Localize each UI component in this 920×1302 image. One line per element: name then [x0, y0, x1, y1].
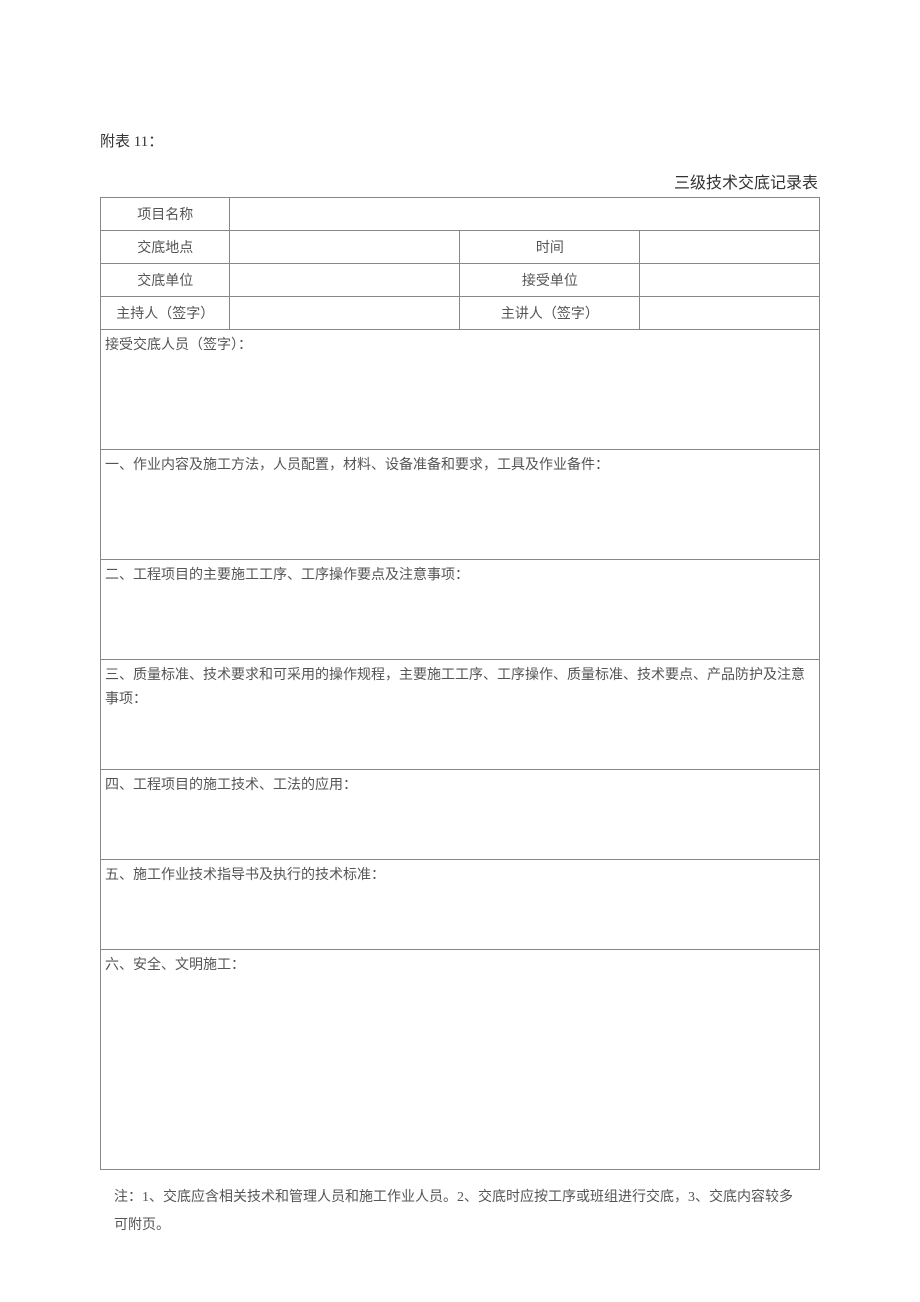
time-label: 时间 — [460, 231, 640, 264]
footnote: 注：1、交底应含相关技术和管理人员和施工作业人员。2、交底时应按工序或班组进行交… — [100, 1184, 820, 1240]
location-label: 交底地点 — [101, 231, 230, 264]
section-1: 一、作业内容及施工方法，人员配置，材料、设备准备和要求，工具及作业备件： — [101, 450, 820, 560]
project-name-value — [230, 198, 820, 231]
section-4: 四、工程项目的施工技术、工法的应用： — [101, 770, 820, 860]
section-2: 二、工程项目的主要施工工序、工序操作要点及注意事项： — [101, 560, 820, 660]
location-value — [230, 231, 460, 264]
speaker-signature-value — [640, 297, 820, 330]
receiving-unit-value — [640, 264, 820, 297]
host-signature-value — [230, 297, 460, 330]
speaker-signature-label: 主讲人（签字） — [460, 297, 640, 330]
section-5: 五、施工作业技术指导书及执行的技术标准： — [101, 860, 820, 950]
briefing-unit-label: 交底单位 — [101, 264, 230, 297]
time-value — [640, 231, 820, 264]
form-title: 三级技术交底记录表 — [100, 169, 820, 193]
receiving-personnel-signature: 接受交底人员（签字）： — [101, 330, 820, 450]
host-signature-label: 主持人（签字） — [101, 297, 230, 330]
briefing-unit-value — [230, 264, 460, 297]
section-6: 六、安全、文明施工： — [101, 950, 820, 1170]
attachment-label: 附表 11： — [100, 130, 820, 151]
section-3: 三、质量标准、技术要求和可采用的操作规程，主要施工工序、工序操作、质量标准、技术… — [101, 660, 820, 770]
form-table: 项目名称 交底地点 时间 交底单位 接受单位 主持人（签字） 主讲人（签字） 接… — [100, 197, 820, 1170]
project-name-label: 项目名称 — [101, 198, 230, 231]
receiving-unit-label: 接受单位 — [460, 264, 640, 297]
